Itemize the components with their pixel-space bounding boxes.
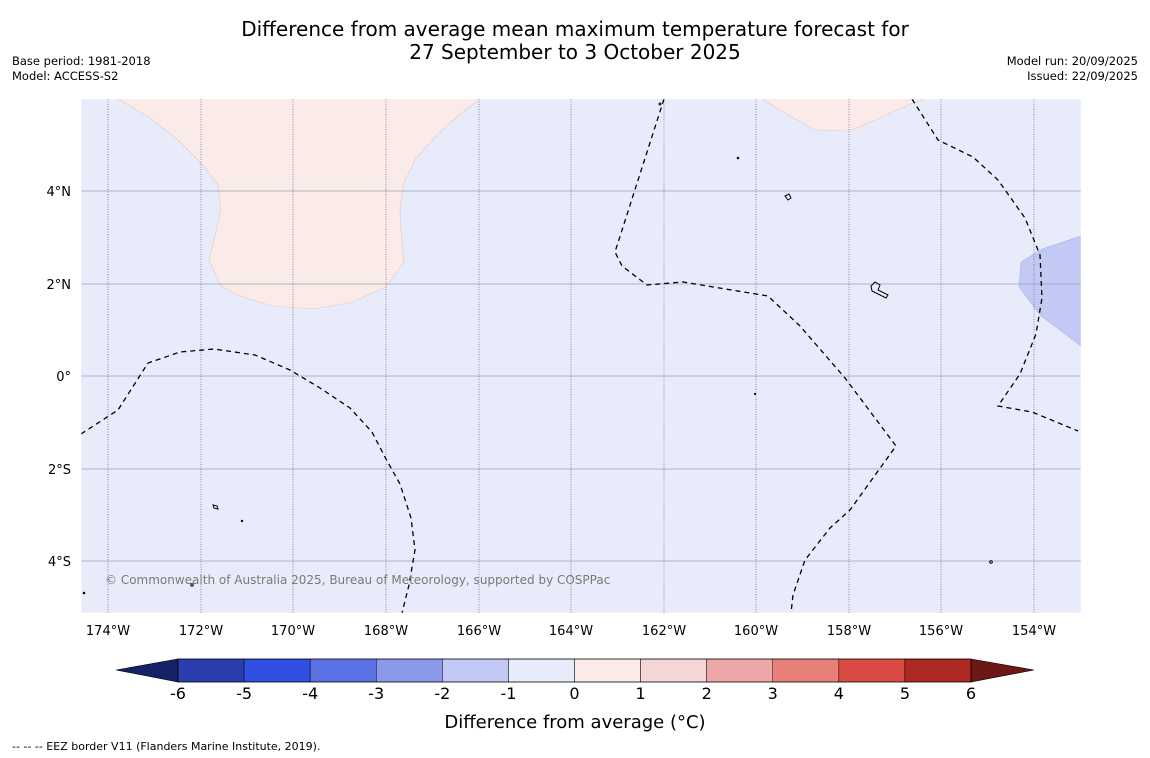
title-line-1: Difference from average mean maximum tem… [241, 17, 909, 41]
colorbar-tick-label: -6 [170, 684, 186, 703]
lat-gridlines [81, 190, 1081, 562]
lat-label: 2°S [48, 463, 71, 478]
colorbar-tick-label: -3 [368, 684, 384, 703]
island-small-5 [190, 583, 194, 587]
map-frame [80, 98, 1082, 614]
lon-labels: 174°W 172°W 170°W 168°W 166°W 164°W 162°… [86, 624, 1056, 639]
colorbar-tick-label: 0 [569, 684, 579, 703]
colorbar-tick-label: -4 [302, 684, 318, 703]
run-info: Model run: 20/09/2025 Issued: 22/09/2025 [1007, 54, 1138, 84]
eez-border-west [81, 348, 416, 613]
lon-label: 170°W [271, 624, 315, 639]
warm-region-west [117, 99, 481, 310]
base-period: Base period: 1981-2018 [12, 54, 151, 68]
colorbar-tick-label: 2 [702, 684, 712, 703]
colorbar-cell [904, 658, 972, 683]
colorbar-cell [442, 658, 509, 683]
colorbar-tick-label: -2 [434, 684, 450, 703]
lon-label: 154°W [1012, 624, 1056, 639]
title-line-2: 27 September to 3 October 2025 [409, 40, 741, 64]
eez-borders [81, 99, 1079, 613]
lon-label: 158°W [827, 624, 871, 639]
eez-border-east [911, 99, 1079, 432]
eez-border-central [614, 99, 897, 613]
lat-labels: 4°N 2°N 0° 2°S 4°S [47, 185, 72, 570]
lon-label: 164°W [549, 624, 593, 639]
colorbar-tick-label: 4 [834, 684, 844, 703]
island-baker [784, 193, 792, 201]
island-small-2 [736, 156, 740, 160]
issued-date: Issued: 22/09/2025 [1027, 69, 1138, 83]
lat-label: 4°S [48, 555, 71, 570]
island-jarvis [870, 281, 889, 299]
lon-gridlines [107, 99, 1035, 613]
lon-label: 162°W [642, 624, 686, 639]
colorbar-cell [706, 658, 774, 683]
warm-region-east [761, 99, 926, 132]
colorbar-cell [309, 658, 377, 683]
lon-label: 156°W [919, 624, 963, 639]
lon-label: 168°W [364, 624, 408, 639]
colorbar-cell [640, 658, 707, 683]
map-title: Difference from average mean maximum tem… [0, 18, 1150, 64]
islands [82, 102, 993, 595]
copyright-note: © Commonwealth of Australia 2025, Bureau… [105, 573, 610, 587]
lat-label: 0° [56, 370, 71, 385]
colorbar-tick-label: -1 [500, 684, 516, 703]
island-small-1 [658, 102, 662, 106]
base-info: Base period: 1981-2018 Model: ACCESS-S2 [12, 54, 151, 84]
colorbar-outline [177, 658, 972, 683]
lon-label: 172°W [179, 624, 223, 639]
colorbar-extend-low [115, 658, 179, 683]
colorbar-extend-high [970, 658, 1035, 683]
colorbar-tick-label: 6 [966, 684, 976, 703]
model-run: Model run: 20/09/2025 [1006, 54, 1138, 68]
colorbar-cell [376, 658, 443, 683]
eez-footnote: -- -- -- EEZ border V11 (Flanders Marine… [12, 740, 321, 753]
colorbar-cell [177, 658, 245, 683]
colorbar-tick-label: 5 [900, 684, 910, 703]
colorbar-tick-label: 1 [635, 684, 645, 703]
colorbar-cell [574, 658, 641, 683]
island-small-4 [240, 519, 244, 523]
colorbar-cell [243, 658, 311, 683]
colorbar: -6 -5 -4 -3 -2 -1 0 1 2 3 4 5 6 Difference from aver… [115, 658, 1035, 733]
lon-label: 166°W [457, 624, 501, 639]
lon-label: 174°W [86, 624, 130, 639]
island-howland [212, 504, 219, 510]
colorbar-title: Difference from average (°C) [444, 712, 705, 733]
model-name: Model: ACCESS-S2 [12, 69, 119, 83]
colorbar-cell [772, 658, 840, 683]
island-small-7 [989, 560, 993, 564]
colorbar-tick-label: -5 [236, 684, 252, 703]
cool-region-east [1018, 235, 1081, 347]
island-small-3 [753, 392, 757, 396]
lat-label: 4°N [47, 185, 72, 200]
lat-label: 2°N [47, 278, 72, 293]
lon-label: 160°W [734, 624, 778, 639]
colorbar-cell [838, 658, 906, 683]
island-small-6 [82, 591, 86, 595]
colorbar-tick-label: 3 [768, 684, 778, 703]
colorbar-cell [508, 658, 575, 683]
